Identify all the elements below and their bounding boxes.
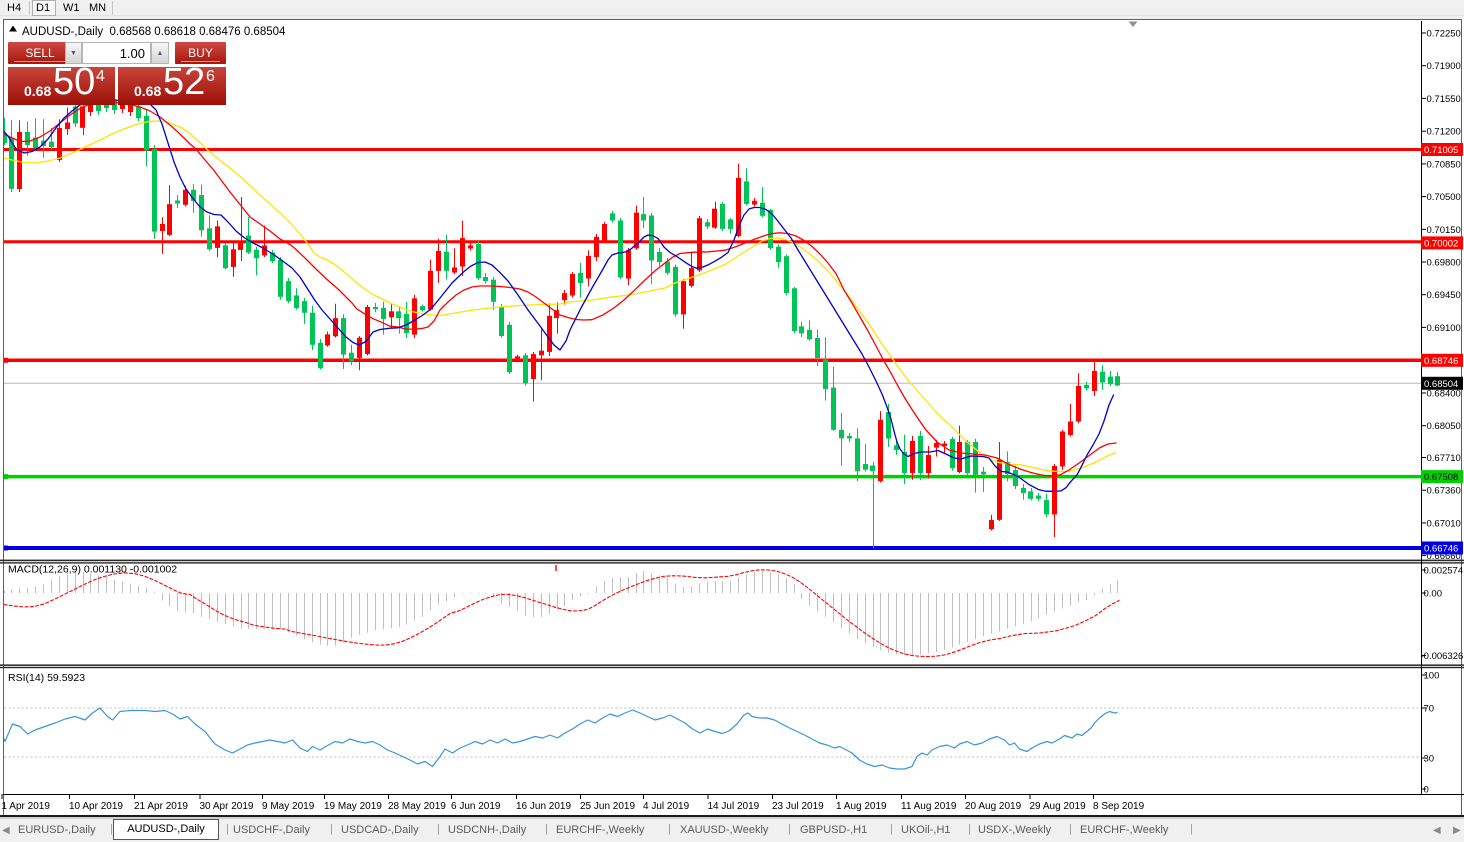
svg-text:0.67710: 0.67710 (1427, 453, 1461, 464)
svg-text:0.68746: 0.68746 (1424, 356, 1458, 367)
svg-text:0: 0 (1424, 785, 1429, 796)
svg-text:1 Apr 2019: 1 Apr 2019 (2, 801, 51, 812)
svg-text:0.70850: 0.70850 (1427, 159, 1461, 170)
svg-text:23 Jul 2019: 23 Jul 2019 (772, 801, 824, 812)
svg-text:0.66660: 0.66660 (1427, 551, 1461, 562)
svg-text:11 Aug 2019: 11 Aug 2019 (901, 801, 957, 812)
svg-text:0.68400: 0.68400 (1427, 389, 1461, 400)
svg-text:25 Jun 2019: 25 Jun 2019 (580, 801, 635, 812)
svg-text:0.69800: 0.69800 (1427, 258, 1461, 269)
svg-text:0.70500: 0.70500 (1427, 192, 1461, 203)
svg-text:0.72250: 0.72250 (1427, 29, 1461, 40)
svg-text:0.70150: 0.70150 (1427, 225, 1461, 236)
svg-text:6 Jun 2019: 6 Jun 2019 (451, 801, 501, 812)
svg-text:0.71550: 0.71550 (1427, 94, 1461, 105)
svg-text:9 May 2019: 9 May 2019 (262, 801, 315, 812)
svg-text:0.67010: 0.67010 (1427, 518, 1461, 529)
svg-text:0.69100: 0.69100 (1427, 323, 1461, 334)
svg-text:0.68050: 0.68050 (1427, 421, 1461, 432)
svg-text:AUDUSD-,Daily 0.68568 0.68618: AUDUSD-,Daily 0.68568 0.68618 0.68476 0.… (22, 26, 286, 38)
svg-text:100: 100 (1424, 671, 1440, 682)
svg-text:0.69450: 0.69450 (1427, 290, 1461, 301)
svg-text:0.71005: 0.71005 (1424, 145, 1458, 156)
svg-text:0.71200: 0.71200 (1427, 127, 1461, 138)
svg-text:RSI(14) 59.5923: RSI(14) 59.5923 (8, 672, 85, 684)
svg-text:0.002574: 0.002574 (1424, 566, 1464, 577)
svg-text:0.66746: 0.66746 (1424, 544, 1458, 555)
svg-text:30: 30 (1424, 754, 1435, 765)
svg-text:21 Apr 2019: 21 Apr 2019 (134, 801, 188, 812)
svg-text:4 Jul 2019: 4 Jul 2019 (643, 801, 690, 812)
svg-text:0.70002: 0.70002 (1424, 238, 1458, 249)
svg-text:0.67508: 0.67508 (1424, 472, 1458, 483)
svg-text:8 Sep 2019: 8 Sep 2019 (1093, 801, 1145, 812)
svg-text:20 Aug 2019: 20 Aug 2019 (965, 801, 1022, 812)
svg-text:70: 70 (1424, 704, 1435, 715)
svg-text:0.00: 0.00 (1424, 589, 1443, 600)
svg-text:0.67360: 0.67360 (1427, 486, 1461, 497)
svg-text:30 Apr 2019: 30 Apr 2019 (200, 801, 254, 812)
svg-text:0.68504: 0.68504 (1424, 379, 1458, 390)
svg-text:29 Aug 2019: 29 Aug 2019 (1030, 801, 1087, 812)
svg-text:-0.006326: -0.006326 (1421, 651, 1464, 662)
svg-text:1 Aug 2019: 1 Aug 2019 (836, 801, 887, 812)
svg-text:19 May 2019: 19 May 2019 (324, 801, 382, 812)
svg-text:10 Apr 2019: 10 Apr 2019 (69, 801, 123, 812)
svg-text:MACD(12,26,9) 0.001130 -0.0010: MACD(12,26,9) 0.001130 -0.001002 (8, 564, 177, 576)
svg-text:28 May 2019: 28 May 2019 (388, 801, 446, 812)
svg-text:16 Jun 2019: 16 Jun 2019 (516, 801, 571, 812)
svg-text:0.71900: 0.71900 (1427, 61, 1461, 72)
svg-text:14 Jul 2019: 14 Jul 2019 (708, 801, 760, 812)
